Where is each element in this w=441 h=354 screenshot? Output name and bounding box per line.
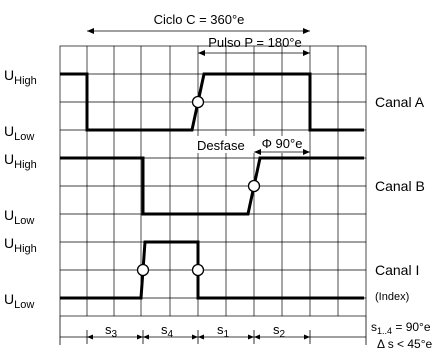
u-high-label-i: UHigh [4, 235, 37, 255]
pulse-label: Pulso P = 180°e [208, 35, 302, 50]
segment-s4: s4 [161, 322, 174, 340]
u-low-label-b: ULow [4, 207, 34, 227]
channel-b-label: Canal B [375, 178, 425, 194]
transition-marker-i-fall [191, 263, 205, 277]
u-high-label-a: UHigh [4, 67, 37, 87]
phase-label: Desfase [197, 138, 245, 153]
segment-dimension [59, 316, 367, 345]
channel-a-label: Canal A [375, 94, 425, 110]
u-high-label-b: UHigh [4, 151, 37, 171]
transition-marker-a [191, 95, 205, 109]
cycle-dimension [87, 28, 310, 34]
phase-label-background [194, 136, 306, 153]
cycle-label: Ciclo C = 360°e [154, 12, 245, 27]
channel-i-note: (Index) [375, 291, 409, 303]
channel-b-signal [60, 156, 364, 216]
segment-s1: s1 [217, 322, 230, 340]
segment-s3: s3 [105, 322, 118, 340]
delta-legend: Δ s < 45°e [377, 337, 433, 351]
phase-dimension [254, 149, 310, 155]
transition-marker-i-rise [136, 263, 150, 277]
channel-i-label: Canal I [375, 262, 419, 278]
channel-i-signal [60, 240, 364, 300]
transition-marker-b [247, 179, 261, 193]
segment-s2: s2 [273, 322, 286, 340]
u-low-label-i: ULow [4, 291, 34, 311]
grid [59, 45, 367, 317]
pulse-dimension [198, 50, 310, 56]
phase-value: Φ 90°e [262, 136, 303, 151]
u-low-label-a: ULow [4, 123, 34, 143]
segment-legend: s1..4 = 90°e [371, 320, 431, 336]
